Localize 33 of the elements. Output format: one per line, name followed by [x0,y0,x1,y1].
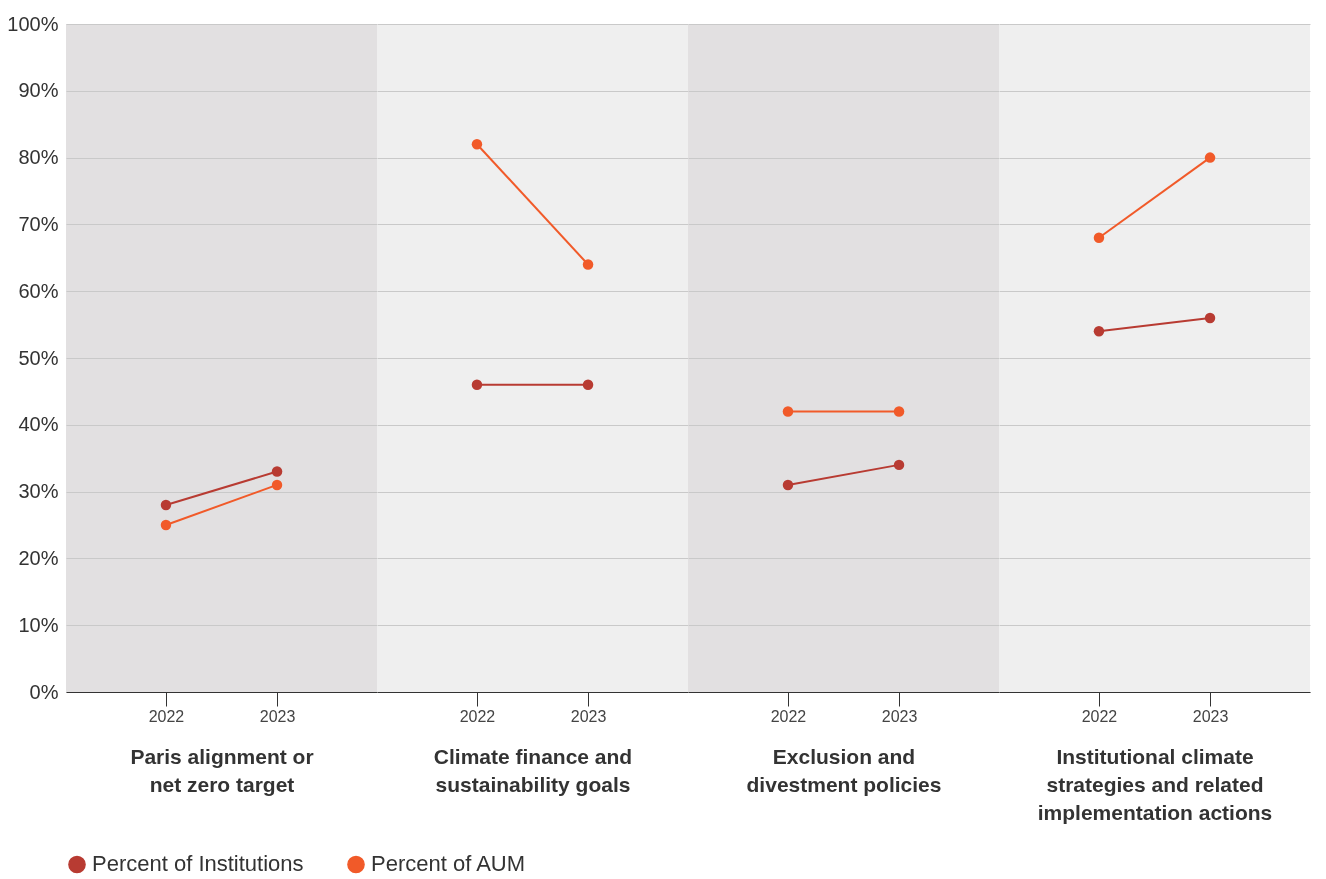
legend-label: Percent of AUM [371,851,526,877]
x-tick-label: 2022 [770,707,807,725]
legend-label: Percent of Institutions [92,851,304,877]
y-tick-label: 50% [18,346,59,369]
point [1204,152,1216,163]
y-tick-label: 70% [18,212,59,235]
point [1093,232,1105,243]
x-tick-label: 2023 [570,707,607,725]
point [271,466,283,477]
y-tick-label: 90% [18,79,59,102]
x-tick-label: 2023 [259,707,296,725]
x-axis-title: Institutional climate strategies and related implementation actions [1037,744,1273,824]
x-tick-label: 2022 [148,707,185,725]
x-tick-label: 2023 [1192,707,1229,725]
x-tick-label: 2023 [881,707,918,725]
y-tick-label: 20% [18,546,59,569]
y-tick-label: 40% [18,413,59,436]
x-axis-title: Exclusion and divestment policies [746,744,942,796]
y-tick-label: 30% [18,480,59,503]
x-axis-title: Climate finance and sustainability goals [433,744,633,796]
y-tick-label: 60% [18,279,59,302]
x-tick-label: 2022 [459,707,496,725]
point [160,519,172,531]
x-axis-title: Paris alignment or net zero target [130,744,314,796]
point [1204,312,1216,324]
y-tick-label: 100% [7,12,59,35]
y-tick-label: 0% [29,680,59,703]
y-tick-label: 80% [18,146,59,169]
x-tick-label: 2022 [1081,707,1118,725]
point [271,479,283,491]
y-tick-label: 10% [18,613,59,636]
point [1093,326,1105,337]
point [160,499,172,511]
